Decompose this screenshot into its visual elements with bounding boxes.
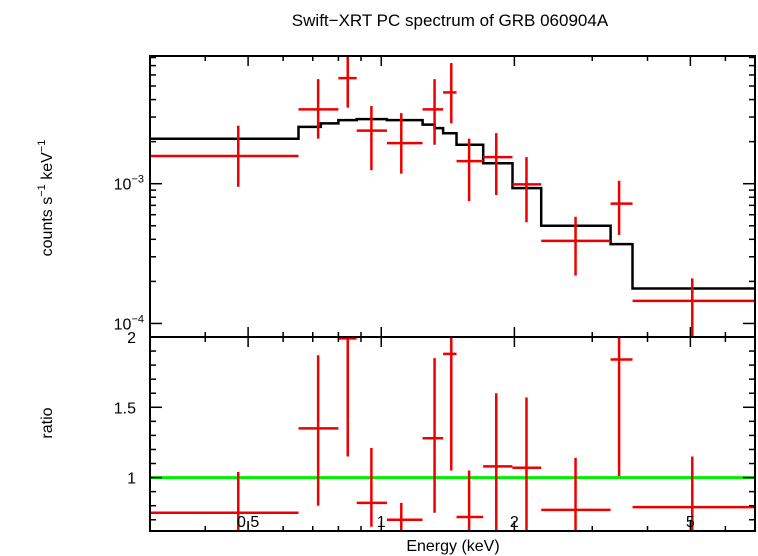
ratio-data-point (483, 393, 513, 531)
y-tick-base: 10 (114, 177, 132, 194)
ratio-data-point (338, 337, 357, 457)
spectrum-data-point (338, 56, 357, 108)
ratio-data-point (456, 470, 484, 531)
ratio-y-tick-label: 1.5 (114, 400, 136, 417)
spectrum-data-point (541, 216, 611, 276)
y-tick-label-1e-4: 10−4 (114, 313, 144, 333)
ratio-data-point (150, 471, 299, 531)
y-tick-base: 10 (114, 316, 132, 333)
x-tick-label: 0.5 (237, 514, 259, 531)
spectrum-data-point (150, 125, 299, 187)
chart-title: Swift−XRT PC spectrum of GRB 060904A (292, 11, 609, 30)
x-tick-labels: 0.5 1 2 5 (237, 514, 695, 531)
ratio-data-point (422, 358, 444, 513)
spectrum-data-point (632, 278, 755, 337)
spectrum-data-point (456, 138, 484, 202)
spectrum-data-point (483, 133, 513, 196)
x-tick-label: 1 (377, 514, 386, 531)
spectrum-panel: 10−3 10−4 counts s−1 keV−1 (36, 55, 756, 338)
y-tick-label-1e-3: 10−3 (114, 174, 144, 194)
ratio-data-point (298, 355, 339, 506)
ratio-frame (149, 336, 756, 532)
y-tick-exponent: −3 (131, 174, 144, 186)
spectrum-data-point (356, 105, 387, 171)
spectrum-data-point (443, 63, 457, 124)
x-axis-label: Energy (keV) (406, 538, 499, 555)
spectrum-data-point (422, 79, 444, 145)
ratio-data-point (541, 457, 611, 531)
ratio-data-point (443, 337, 457, 471)
spectrum-data-point (610, 180, 633, 235)
ratio-data-point (356, 448, 387, 527)
x-tick-label: 2 (510, 514, 519, 531)
spectrum-data-points (150, 56, 755, 337)
spectrum-y-axis-label: counts s−1 keV−1 (36, 140, 56, 257)
ratio-data-point (386, 502, 423, 531)
model-step-line (150, 117, 755, 290)
ratio-panel: 1 1.5 2 0.5 1 2 5 ratio Energy (keV) (39, 330, 756, 555)
ratio-data-point (610, 337, 633, 477)
ratio-data-point (632, 456, 755, 531)
spectrum-data-point (386, 113, 423, 174)
spectrum-data-point (512, 157, 542, 223)
ratio-data-points (150, 337, 755, 531)
x-tick-label: 5 (686, 514, 695, 531)
spectrum-data-point (298, 79, 339, 139)
model-step-path (150, 117, 755, 290)
ratio-y-tick-label: 2 (127, 330, 136, 347)
ratio-axes (149, 336, 756, 532)
spectrum-y-tick-labels: 10−3 10−4 (114, 174, 144, 334)
ratio-y-tick-label: 1 (127, 471, 136, 488)
ratio-y-tick-labels: 1 1.5 2 (114, 330, 136, 488)
ratio-data-point (512, 397, 542, 531)
y-tick-exponent: −4 (131, 313, 144, 325)
ratio-y-axis-label: ratio (39, 407, 56, 438)
